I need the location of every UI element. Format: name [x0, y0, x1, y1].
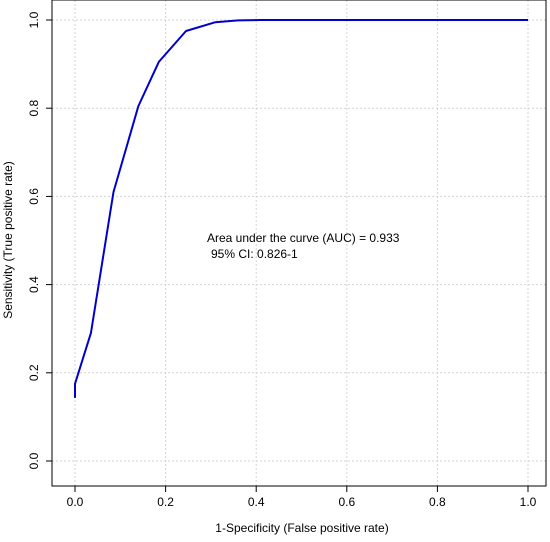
x-tick-label: 0.8 — [429, 495, 446, 509]
x-tick-label: 0.6 — [338, 495, 355, 509]
grid — [52, 0, 546, 486]
series-layer — [74, 19, 528, 398]
y-axis-title: Sensitivity (True positive rate) — [1, 161, 15, 319]
roc-curve — [74, 19, 528, 398]
x-tick-label: 0.0 — [67, 495, 84, 509]
y-tick-label: 0.8 — [27, 100, 41, 117]
x-axis-title: 1-Specificity (False positive rate) — [215, 521, 388, 535]
plot-frame — [51, 0, 547, 487]
y-tick-label: 0.2 — [27, 364, 41, 381]
x-tick-label: 1.0 — [520, 495, 537, 509]
x-tick-label: 0.2 — [157, 495, 174, 509]
auc-annotation: Area under the curve (AUC) = 0.933 — [207, 231, 400, 245]
y-tick-label: 0.6 — [27, 188, 41, 205]
y-tick-label: 0.0 — [27, 452, 41, 469]
ci-annotation: 95% CI: 0.826-1 — [211, 247, 298, 261]
y-tick-label: 1.0 — [27, 11, 41, 28]
y-tick-label: 0.4 — [27, 276, 41, 293]
axis-ticks: 0.0 0.2 0.4 0.6 0.8 1.0 0.0 0.2 0.4 0.6 0.8 1.0 — [27, 11, 537, 509]
x-tick-label: 0.4 — [248, 495, 265, 509]
